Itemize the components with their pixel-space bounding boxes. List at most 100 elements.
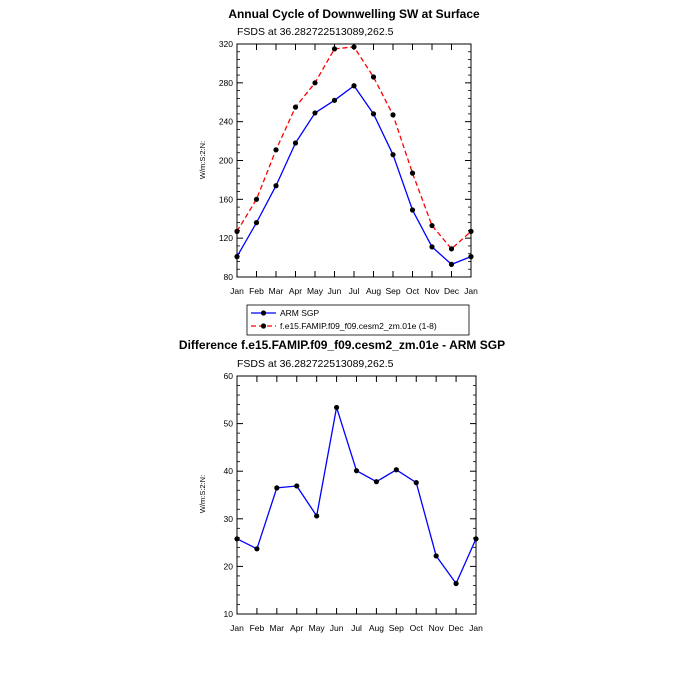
series-0-point <box>370 111 377 117</box>
x-tick-label: May <box>309 623 326 633</box>
y-tick-label: 10 <box>224 609 234 619</box>
series-1-point <box>468 228 474 234</box>
y-tick-label: 120 <box>219 233 233 243</box>
x-tick-label: Jan <box>230 623 244 633</box>
y-tick-label: 30 <box>224 514 234 524</box>
annual-cycle-chart: Annual Cycle of Downwelling SW at Surfac… <box>198 7 480 296</box>
x-tick-label: Oct <box>406 286 420 296</box>
series-0-point <box>273 183 279 189</box>
series-0-point <box>390 152 396 158</box>
plot-area: 10 20 30 40 50 60 Jan Feb Mar Apr May Jun Jul Aug Sep O… <box>224 371 484 633</box>
series-1-point <box>429 222 435 229</box>
series-0-point <box>234 254 240 260</box>
legend-marker-arm-sgp <box>260 310 267 316</box>
y-tick-label: 160 <box>219 194 233 204</box>
x-tick-label: Jun <box>328 286 342 296</box>
x-tick-label: Nov <box>424 286 440 296</box>
x-tick-label: Jun <box>330 623 344 633</box>
y-tick-label: 20 <box>224 561 234 571</box>
legend-entry-model: f.e15.FAMIP.f09_f09.cesm2_zm.01e (1-8) <box>251 321 437 331</box>
series-0-point <box>393 467 399 473</box>
x-tick-label: Jan <box>469 623 483 633</box>
x-tick-label: Apr <box>289 286 302 296</box>
series-1-point <box>370 74 377 80</box>
series-0-point <box>254 546 260 552</box>
series-0-point <box>333 404 340 411</box>
x-tick-label: Feb <box>249 286 264 296</box>
x-tick-label: Mar <box>269 286 284 296</box>
y-tick-label: 200 <box>219 156 233 166</box>
series-0-point <box>448 261 455 267</box>
y-tick-label: 320 <box>219 39 233 49</box>
chart-title: Difference f.e15.FAMIP.f09_f09.cesm2_zm.… <box>179 338 505 352</box>
x-tick-label: Nov <box>429 623 445 633</box>
y-tick-label: 280 <box>219 78 233 88</box>
series-0-point <box>453 580 459 587</box>
legend-entry-arm-sgp: ARM SGP <box>251 308 320 318</box>
legend-label-model: f.e15.FAMIP.f09_f09.cesm2_zm.01e (1-8) <box>280 321 437 331</box>
series-0-point <box>312 110 318 116</box>
series-1-point <box>292 104 299 110</box>
x-tick-label: Jan <box>464 286 478 296</box>
series-line-0 <box>236 85 472 266</box>
series-0-point <box>429 244 435 250</box>
legend-marker-model <box>260 323 267 329</box>
series-0-point <box>409 207 416 213</box>
x-tick-label: Feb <box>250 623 265 633</box>
x-tick-label: Jul <box>349 286 360 296</box>
y-axis-label: W/m:S:2:N: <box>198 475 207 513</box>
legend-label-arm-sgp: ARM SGP <box>280 308 320 318</box>
series-0-point <box>473 536 479 542</box>
legend-box <box>246 304 470 336</box>
series-0-point <box>253 220 260 226</box>
y-tick-label: 40 <box>224 466 234 476</box>
series-0-point <box>294 483 300 489</box>
series-0-point <box>331 97 338 103</box>
x-tick-label: Dec <box>444 286 460 296</box>
series-0-point <box>274 485 280 491</box>
chart-subtitle: FSDS at 36.282722513089,262.5 <box>237 358 394 370</box>
series-1-point <box>448 246 455 252</box>
series-0-point <box>468 254 474 260</box>
series-line-0 <box>236 406 477 585</box>
series-0-point <box>373 479 380 485</box>
series-0-point <box>433 553 439 559</box>
series-1-point <box>409 170 416 176</box>
y-axis-label: W/m:S:2:N: <box>198 141 207 179</box>
series-1-point <box>351 44 357 50</box>
series-0-point <box>351 83 357 89</box>
series-0-point <box>234 536 240 542</box>
chart-subtitle: FSDS at 36.282722513089,262.5 <box>237 26 394 38</box>
x-tick-label: Sep <box>389 623 404 633</box>
series-0-point <box>292 140 299 146</box>
x-tick-label: Aug <box>369 623 384 633</box>
series-line-1 <box>236 46 472 250</box>
plot-area: 80 120 160 200 240 280 320 Jan Feb Mar Apr May Jun Ju… <box>219 39 478 296</box>
series-1-point <box>331 46 338 52</box>
x-tick-label: Dec <box>449 623 465 633</box>
y-tick-label: 240 <box>219 117 233 127</box>
x-tick-label: Apr <box>290 623 303 633</box>
difference-chart: Difference f.e15.FAMIP.f09_f09.cesm2_zm.… <box>179 338 505 633</box>
x-tick-label: Jul <box>351 623 362 633</box>
x-tick-label: Sep <box>385 286 400 296</box>
series-0-point <box>413 480 419 486</box>
plot-frame <box>236 375 477 615</box>
x-tick-label: May <box>307 286 324 296</box>
y-tick-label: 60 <box>224 371 234 381</box>
x-tick-label: Oct <box>410 623 424 633</box>
x-tick-label: Aug <box>366 286 381 296</box>
y-tick-label: 50 <box>224 419 234 429</box>
series-0-point <box>314 513 320 519</box>
series-0-point <box>353 468 360 474</box>
series-1-point <box>234 228 240 234</box>
x-tick-label: Mar <box>270 623 285 633</box>
y-tick-label: 80 <box>224 272 234 282</box>
series-1-point <box>253 196 260 202</box>
series-1-point <box>312 80 318 86</box>
x-tick-label: Jan <box>230 286 244 296</box>
legend: ARM SGP f.e15.FAMIP.f09_f09.cesm2_zm.01e… <box>246 304 470 336</box>
plot-frame <box>236 43 472 278</box>
series-1-point <box>273 147 279 153</box>
